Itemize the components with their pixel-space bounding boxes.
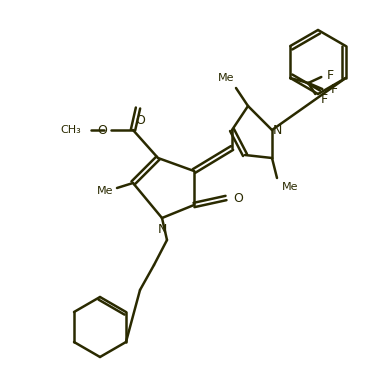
Text: O: O	[135, 114, 145, 127]
Text: F: F	[320, 92, 327, 105]
Text: Me: Me	[97, 186, 113, 196]
Text: O: O	[233, 191, 243, 204]
Text: CH₃: CH₃	[60, 125, 81, 135]
Text: N: N	[272, 124, 282, 137]
Text: Me: Me	[282, 182, 298, 192]
Text: O: O	[97, 124, 107, 137]
Text: Me: Me	[217, 73, 234, 83]
Text: F: F	[326, 69, 334, 82]
Text: N: N	[157, 223, 167, 236]
Text: F: F	[330, 82, 337, 95]
